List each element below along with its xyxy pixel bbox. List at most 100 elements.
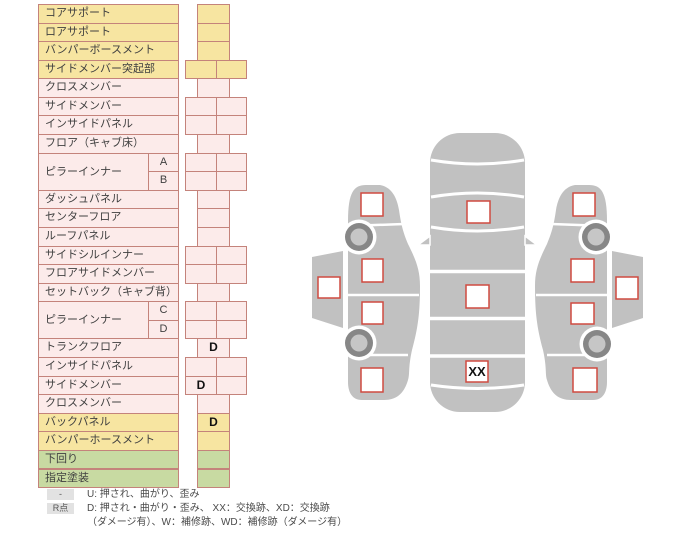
left-rear-wheel-hub [350,334,368,352]
part-label-5: サイドメンバー [38,96,179,117]
mark-box-right-front-door[interactable] [570,258,595,283]
mark-cell-16-left[interactable] [185,301,217,321]
legend-badge-u: - [47,489,74,500]
part-label-23: バンパーホースメント [38,431,179,451]
car-top-view: XX [415,133,540,412]
car-left-side-view [312,185,420,400]
mark-box-right-rear-door[interactable] [570,302,595,325]
mark-cell-4[interactable] [197,78,230,98]
mark-box-left-rear-fender[interactable] [360,367,384,393]
mark-cell-13-left[interactable] [185,245,217,266]
part-label-25: 指定塗装 [38,468,179,489]
mark-box-left-front-door[interactable] [361,258,384,283]
mark-cell-8-left[interactable] [185,152,217,173]
mark-box-right-rear-fender[interactable] [572,367,598,393]
mark-cell-7[interactable] [197,134,230,154]
legend-text-u: U: 押され、曲がり、歪み [87,489,200,500]
part-label-15: セットバック（キャブ背） [38,282,179,303]
part-label-19: インサイドパネル [38,357,179,377]
part-label-3: サイドメンバー突起部 [38,59,179,80]
mark-cell-14-left[interactable] [185,264,217,284]
mark-cell-6-right[interactable] [216,115,247,136]
part-label-10: ダッシュパネル [38,189,179,210]
mark-cell-8-right[interactable] [216,152,247,173]
mark-cell-22[interactable]: D [197,412,230,433]
mark-cell-9-right[interactable] [216,171,247,191]
car-right-side-view [535,185,643,400]
front-bumper-seam [430,158,525,166]
mark-cell-10[interactable] [197,189,230,210]
part-sublabel-16: C [148,301,179,321]
mark-box-right-front-fender[interactable] [572,192,596,217]
part-sublabel-8: A [148,152,179,173]
mark-cell-16-right[interactable] [216,301,247,321]
part-label-1: ロアサポート [38,22,179,43]
part-label-11: センターフロア [38,208,179,228]
trunk-seam [430,383,525,390]
mark-box-left-front-fender[interactable] [360,192,384,217]
mark-cell-23[interactable] [197,431,230,451]
part-label-13: サイドシルインナー [38,245,179,266]
car-diagram: XX [300,128,692,425]
mark-cell-19-left[interactable] [185,357,217,377]
mark-cell-14-right[interactable] [216,264,247,284]
mark-cell-25[interactable] [197,468,230,489]
legend-badge-spacer [47,517,74,528]
mark-cell-1[interactable] [197,22,230,43]
part-label-12: ルーフパネル [38,226,179,247]
mark-cell-20-right[interactable] [216,375,247,396]
right-mirror-icon [524,234,540,246]
legend-text-d: D: 押され・曲がり・歪み、 XX：交換跡、XD：交換跡 [87,503,330,514]
mark-cell-2[interactable] [197,41,230,61]
mark-cell-13-right[interactable] [216,245,247,266]
mark-cell-5-right[interactable] [216,96,247,117]
legend-badge-r: R点 [47,503,74,514]
left-mirror-icon [415,234,431,246]
mark-cell-17-left[interactable] [185,319,217,340]
mark-box-top-roof[interactable] [465,284,490,309]
mark-cell-12[interactable] [197,226,230,247]
mark-cell-3-right[interactable] [216,59,247,80]
hood-seam [430,191,525,199]
legend: - U: 押され、曲がり、歪み R点 D: 押され・曲がり・歪み、 XX：交換跡… [47,488,347,530]
mark-cell-0[interactable] [197,4,230,24]
legend-row-r: R点 D: 押され・曲がり・歪み、 XX：交換跡、XD：交換跡 [47,502,347,515]
legend-text-d2: （ダメージ有）、W：補修跡、WD：補修跡（ダメージ有） [87,517,348,528]
left-front-wheel-hub [350,228,368,246]
mark-box-left-rocker-outer[interactable] [317,276,341,299]
car-left-side-body [348,185,420,400]
mark-box-top-cowl[interactable] [466,200,491,224]
mark-cell-5-left[interactable] [185,96,217,117]
mark-cell-24[interactable] [197,449,230,470]
mark-box-top-trunk[interactable] [465,360,489,383]
mark-cell-6-left[interactable] [185,115,217,136]
mark-cell-3-left[interactable] [185,59,217,80]
right-rear-wheel-hub [588,335,606,353]
mark-cell-9-left[interactable] [185,171,217,191]
part-sublabel-17: D [148,319,179,340]
mark-cell-17-right[interactable] [216,319,247,340]
mark-box-left-rear-door[interactable] [361,301,384,325]
part-label-4: クロスメンバー [38,78,179,98]
mark-box-right-rocker-outer[interactable] [615,276,639,300]
part-label-16: ピラーインナー [38,301,149,340]
mark-cell-15[interactable] [197,282,230,303]
mark-cell-21[interactable] [197,394,230,414]
part-label-6: インサイドパネル [38,115,179,136]
legend-row-r2: （ダメージ有）、W：補修跡、WD：補修跡（ダメージ有） [47,516,347,529]
windshield-seam [430,225,525,233]
part-label-18: トランクフロア [38,338,179,359]
part-label-20: サイドメンバー [38,375,179,396]
part-label-22: バックパネル [38,412,179,433]
mark-cell-11[interactable] [197,208,230,228]
mark-cell-19-right[interactable] [216,357,247,377]
top-trunk-mark-value: XX [468,364,486,379]
part-sublabel-9: B [148,171,179,191]
part-label-21: クロスメンバー [38,394,179,414]
right-front-wheel-hub [587,228,605,246]
part-label-2: バンパーボースメント [38,41,179,61]
part-label-24: 下回り [38,449,179,470]
mark-cell-20-left[interactable]: D [185,375,217,396]
mark-cell-18[interactable]: D [197,338,230,359]
